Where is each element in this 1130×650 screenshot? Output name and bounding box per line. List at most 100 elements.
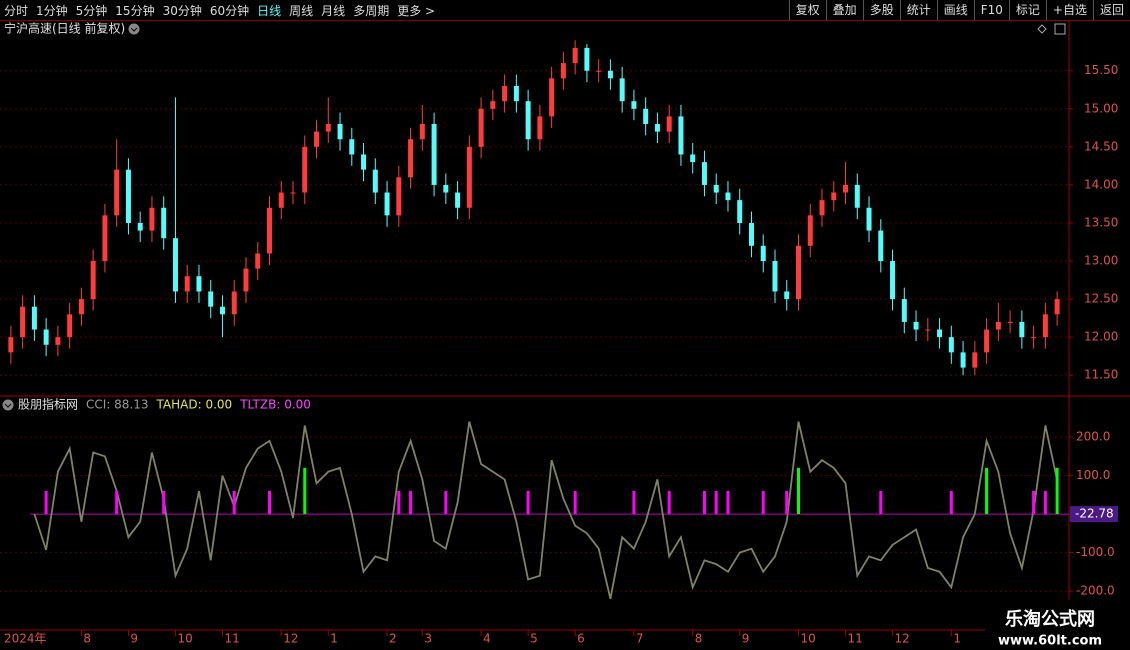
signal-bar [397, 490, 401, 515]
candle-body [1019, 321, 1025, 338]
candle-body [690, 154, 696, 163]
candle-body [67, 314, 73, 338]
candle-body [913, 321, 919, 330]
watermark-box [985, 600, 1130, 650]
candle-body [149, 207, 155, 231]
toolbar-button[interactable]: +自选 [1045, 0, 1093, 20]
period-tab[interactable]: 分时 [4, 3, 29, 18]
candle-body [20, 306, 26, 338]
legend-entry: TAHAD: 0.00 [156, 398, 233, 412]
signal-bar [714, 490, 718, 515]
signal-bar [232, 490, 236, 515]
candle-body [55, 337, 61, 345]
candle-body [901, 299, 907, 322]
candle-body [90, 261, 96, 300]
y-tick-label: 13.50 [1084, 215, 1118, 229]
candle-body [948, 337, 954, 353]
candle-body [337, 124, 343, 140]
y-tick-label: 100.0 [1076, 468, 1110, 482]
candle-body [31, 306, 37, 330]
candle-body [666, 116, 672, 132]
candle-body [43, 329, 49, 345]
toolbar-button[interactable]: F10 [973, 0, 1009, 20]
candle-body [772, 261, 778, 292]
candle-body [267, 207, 272, 254]
period-tab[interactable]: 1分钟 [36, 3, 68, 18]
period-tab[interactable]: 更多 > [397, 3, 436, 18]
candle-body [314, 131, 320, 147]
signal-bar [162, 490, 166, 515]
x-tick-label: 1 [330, 632, 338, 646]
toolbar-button[interactable]: 统计 [899, 0, 937, 20]
value-marker-label: -22.78 [1075, 507, 1114, 521]
period-tab[interactable]: 多周期 [353, 3, 390, 18]
candle-body [349, 139, 355, 155]
y-tick-label: 12.00 [1084, 330, 1118, 344]
icon[interactable] [1054, 23, 1066, 35]
signal-bar [526, 490, 530, 515]
candle-body [843, 184, 849, 193]
legend-entry: TLTZB: 0.00 [239, 398, 311, 412]
toolbar-button[interactable]: 叠加 [825, 0, 863, 20]
toolbar-button[interactable]: 复权 [788, 0, 826, 20]
x-tick-label: 11 [224, 632, 239, 646]
candle-body [325, 124, 331, 132]
menu-icon [130, 27, 138, 32]
toolbar-button[interactable]: 多股 [862, 0, 900, 20]
candle-body [619, 78, 625, 102]
candle-body [819, 200, 825, 216]
signal-bar [879, 490, 883, 515]
x-tick-label: 12 [283, 632, 298, 646]
candle-body [243, 268, 249, 292]
toolbar-button[interactable]: 标记 [1008, 0, 1046, 20]
period-tab[interactable]: 5分钟 [75, 3, 108, 18]
x-tick-label: 3 [424, 632, 432, 646]
signal-bar [985, 467, 989, 515]
chart-title: 宁沪高速(日线 前复权) [4, 21, 125, 36]
period-tab[interactable]: 日线 [257, 3, 282, 18]
y-tick-label: 15.50 [1084, 63, 1118, 77]
x-tick-label: 7 [636, 632, 644, 646]
candle-body [231, 291, 237, 315]
menu-icon[interactable] [2, 399, 14, 411]
candle-body [196, 276, 202, 292]
x-tick-label: 2024年 [4, 632, 47, 646]
candle-body [1007, 321, 1013, 323]
candle-body [1042, 314, 1048, 338]
x-tick-label: 10 [177, 632, 192, 646]
period-tab[interactable]: 15分钟 [115, 3, 155, 18]
menu-icon[interactable] [128, 23, 140, 35]
candle-body [513, 85, 519, 102]
candle-body [78, 299, 84, 315]
candle-body [737, 200, 743, 223]
candle-body [984, 329, 990, 353]
period-tab[interactable]: 月线 [321, 3, 346, 18]
toolbar-button[interactable]: 返回 [1092, 0, 1130, 20]
period-tab[interactable]: 周线 [289, 3, 314, 18]
candle-body [455, 192, 461, 208]
candle-body [1031, 337, 1037, 339]
signal-bar [44, 490, 48, 515]
candle-body [701, 162, 707, 185]
candle-body [937, 329, 943, 338]
toolbar-button[interactable]: 画线 [936, 0, 974, 20]
candle-body [443, 184, 449, 193]
x-tick-label: 9 [742, 632, 750, 646]
candle-body [114, 169, 120, 216]
x-tick-label: 5 [530, 632, 538, 646]
candle-body [748, 222, 754, 246]
period-tab[interactable]: 30分钟 [162, 3, 202, 18]
candle-body [384, 192, 390, 216]
y-tick-label: 11.50 [1084, 368, 1118, 382]
candle-body [396, 177, 402, 216]
watermark-url: www.60lt.com [998, 634, 1102, 649]
cci-line [33, 421, 1058, 600]
x-tick-label: 9 [130, 632, 138, 646]
x-tick-label: 8 [83, 632, 91, 646]
candle-body [1054, 299, 1060, 315]
signal-bar [303, 467, 307, 515]
icon[interactable] [1037, 24, 1047, 34]
period-tab[interactable]: 60分钟 [209, 3, 250, 18]
x-tick-label: 10 [801, 632, 816, 646]
